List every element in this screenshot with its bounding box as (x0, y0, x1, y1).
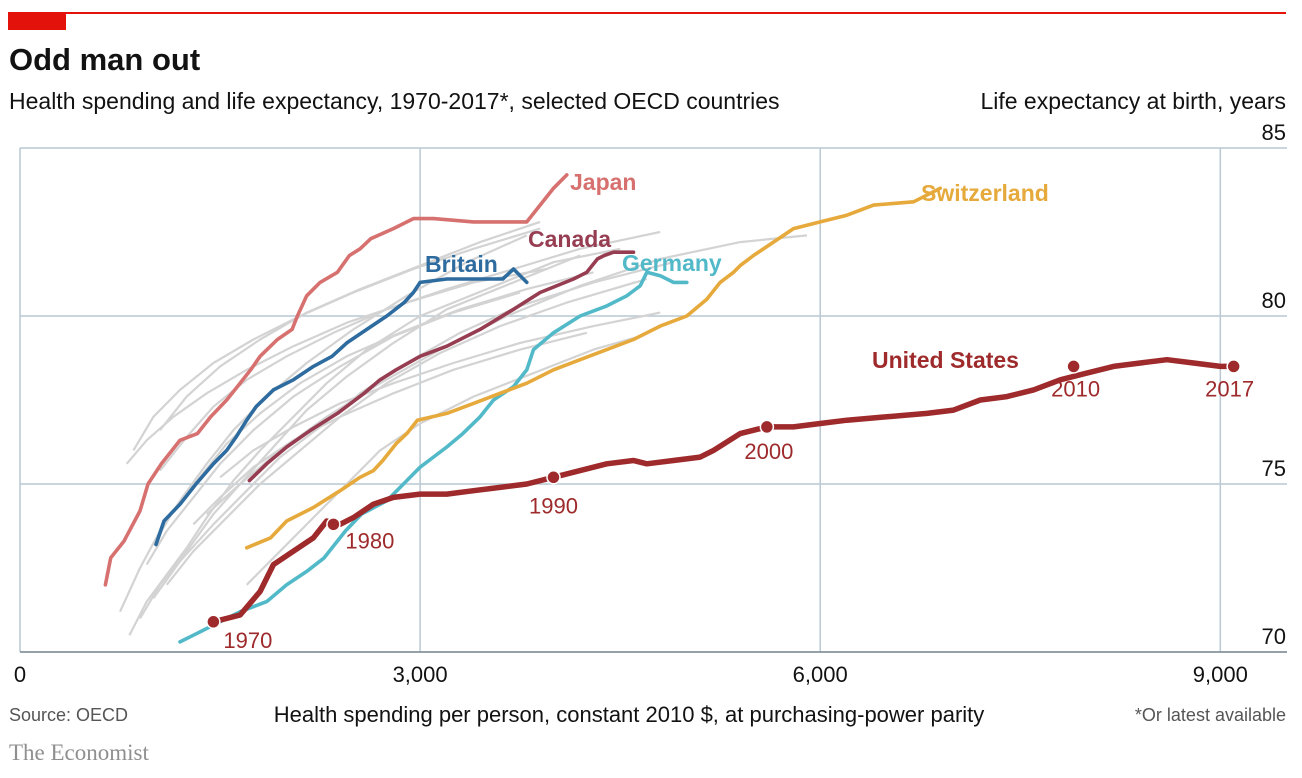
year-marker-2010 (1066, 359, 1081, 374)
series-line-britain (154, 267, 529, 547)
oecd-background-line-15 (125, 267, 547, 465)
year-label-1990: 1990 (529, 493, 578, 518)
oecd-background-line-14 (159, 220, 541, 431)
oecd-background-line-4 (152, 261, 674, 599)
oecd-background-line-9 (159, 230, 661, 472)
year-marker-1990 (546, 470, 561, 485)
y-tick-label-85: 85 (1262, 120, 1286, 145)
y-tick-label-75: 75 (1262, 456, 1286, 481)
series-label-japan: Japan (570, 169, 636, 195)
year-marker-1970 (206, 614, 221, 630)
series-label-canada: Canada (528, 226, 611, 252)
year-label-2017: 2017 (1205, 376, 1254, 401)
series-line-switzerland (244, 186, 943, 550)
series-label-britain: Britain (425, 251, 498, 277)
year-marker-2000 (759, 419, 775, 435)
x-tick-label-6000: 6,000 (793, 662, 848, 687)
brand-logo: The Economist (9, 740, 149, 765)
x-tick-label-0: 0 (14, 662, 26, 687)
top-accent-tag (8, 12, 66, 30)
oecd-background-line-13 (245, 335, 641, 586)
year-marker-1980 (326, 517, 341, 532)
chart-subtitle: Health spending and life expectancy, 197… (9, 88, 780, 114)
source-note: Source: OECD (9, 705, 129, 725)
series-line-japan (103, 173, 569, 587)
year-label-1970: 1970 (223, 628, 272, 653)
series-label-united-states: United States (872, 347, 1019, 373)
oecd-background-line-8 (192, 331, 588, 526)
x-tick-label-9000: 9,000 (1193, 662, 1248, 687)
y-axis-title: Life expectancy at birth, years (980, 88, 1286, 114)
oecd-background-line-10 (132, 227, 541, 451)
footnote: *Or latest available (1134, 705, 1286, 725)
top-accent-rule (8, 12, 1286, 14)
chart-title: Odd man out (9, 42, 201, 77)
series-line-germany (178, 270, 689, 644)
series-label-germany: Germany (622, 250, 722, 276)
year-label-1980: 1980 (345, 528, 394, 553)
series-line-canada (247, 250, 636, 483)
x-tick-label-3000: 3,000 (393, 662, 448, 687)
x-axis-title: Health spending per person, constant 201… (273, 702, 985, 727)
year-label-2000: 2000 (744, 439, 793, 464)
series-label-switzerland: Switzerland (921, 180, 1049, 206)
y-tick-label-80: 80 (1262, 288, 1286, 313)
year-label-2010: 2010 (1051, 376, 1100, 401)
oecd-background-line-1 (128, 247, 621, 636)
year-marker-2017 (1226, 359, 1241, 374)
oecd-background-line-11 (219, 311, 661, 479)
y-tick-label-70: 70 (1262, 624, 1286, 649)
